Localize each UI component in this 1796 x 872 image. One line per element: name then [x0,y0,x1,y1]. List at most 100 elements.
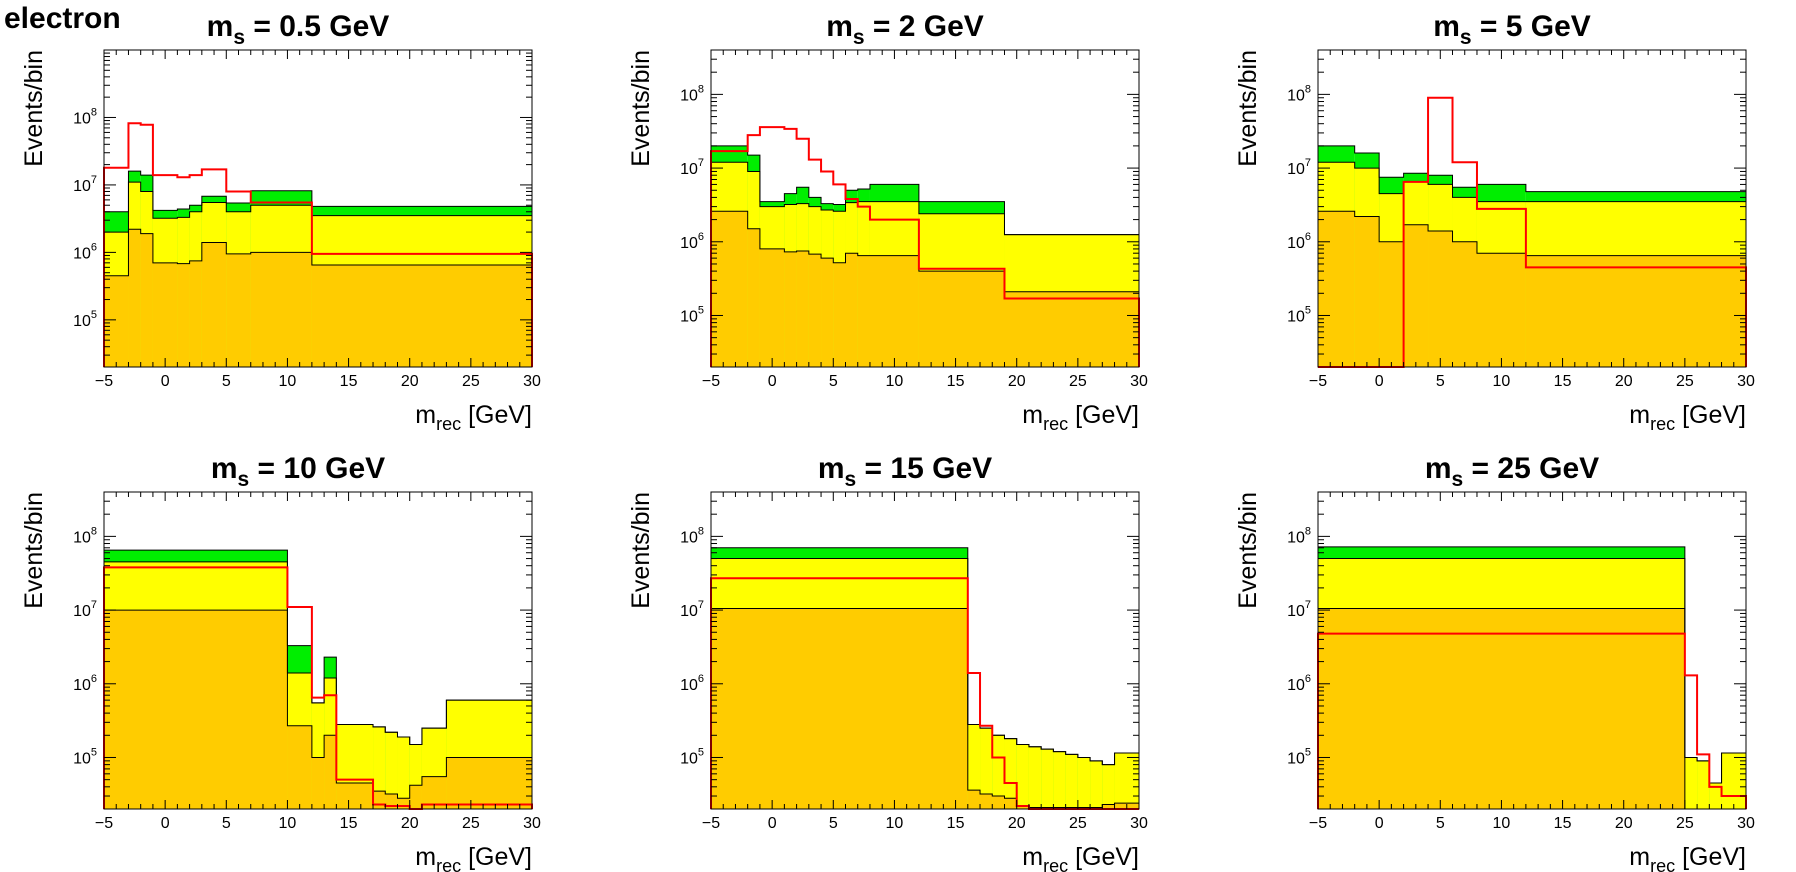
stack-bar [759,248,785,367]
y-tick-base: 10 [73,178,91,195]
x-axis-label: mrec [GeV] [1629,843,1746,872]
stack-bar [869,255,919,367]
y-tick-label: 105 [73,309,97,330]
y-tick-label: 107 [73,174,97,195]
x-tick-label: 5 [222,815,231,832]
y-axis-label: Events/bin [20,492,48,609]
panel-4: −5 0 5 10 15 20 25 30105106107108Events/binmrec… [20,452,541,872]
x-axis-label: mrec [GeV] [1629,401,1746,434]
title-rest: = 10 GeV [249,452,385,485]
x-label-main: m [1022,401,1043,429]
y-tick-label: 106 [1287,231,1311,252]
plot-frame [1317,491,1747,810]
stack-bar [1102,764,1115,809]
stack-layer-1 [104,229,532,367]
y-tick-base: 10 [1287,87,1305,104]
plot-frame [103,49,533,368]
x-tick-label: 20 [1008,815,1026,832]
stack-bar [324,735,337,809]
panel-title: ms = 0.5 GeV [207,10,390,49]
title-main: m [211,452,238,485]
stack-bar [177,263,190,367]
stack-bar [796,250,809,367]
stack-bar [201,242,227,367]
stack-outline-3 [711,547,1140,809]
x-label-main: m [1629,843,1650,871]
y-tick-base: 10 [1287,677,1305,694]
y-tick-exponent: 7 [91,599,97,611]
stack-bar [808,254,822,367]
y-tick-exponent: 5 [91,309,97,321]
x-tick-label: 25 [462,815,480,832]
stack-bar [918,271,1005,367]
stack-bar [104,275,129,367]
x-tick-label: 0 [768,815,777,832]
signal-line [710,126,1140,367]
stack-bar [967,724,981,809]
stack-bar [992,735,1005,809]
y-tick-exponent: 8 [698,83,704,95]
x-tick-label: 30 [1130,373,1148,390]
y-tick-exponent: 8 [698,525,704,537]
stack-bar [1697,760,1710,809]
title-sub: s [845,468,857,491]
y-tick-base: 10 [1287,308,1305,325]
y-tick-label: 106 [680,231,704,252]
x-tick-label: 20 [1615,373,1633,390]
x-axis-label: mrec [GeV] [1022,401,1139,434]
stack-bar [980,793,993,809]
stack-bar [1403,224,1429,367]
title-sub: s [233,26,245,49]
y-tick-label: 105 [1287,304,1311,325]
y-tick-base: 10 [73,245,91,262]
x-label-sub: rec [1043,414,1068,434]
stack-bar [1090,760,1103,809]
stack-bar [336,783,374,809]
x-tick-label: 25 [462,373,480,390]
y-tick-label: 108 [680,83,704,104]
x-axis: −5 0 5 10 15 20 25 30 [1309,492,1755,832]
stack-bar [226,253,251,367]
y-axis-label: Events/bin [627,50,655,167]
stack-bar [1004,291,1139,367]
y-tick-label: 108 [1287,525,1311,546]
y-tick-label: 105 [1287,746,1311,767]
y-tick-base: 10 [1287,235,1305,252]
panel-title: ms = 15 GeV [818,452,992,491]
y-tick-label: 107 [73,599,97,620]
x-axis-label: mrec [GeV] [415,843,532,872]
panel-title: ms = 5 GeV [1433,10,1591,49]
x-label-sub: rec [1650,414,1675,434]
panel-3: −5 0 5 10 15 20 25 30105106107108Events/binmrec… [1234,10,1755,434]
stack-bar [104,610,288,809]
y-tick-label: 108 [1287,83,1311,104]
y-tick-exponent: 6 [1305,673,1311,685]
panel-2: −5 0 5 10 15 20 25 30105106107108Events/binmrec… [627,10,1148,434]
x-label-main: m [415,401,436,429]
stack-bar [1065,754,1078,809]
x-tick-label: 15 [1554,373,1572,390]
y-tick-exponent: 7 [1305,157,1311,169]
y-tick-label: 107 [1287,599,1311,620]
stack-bar [385,732,398,809]
x-label-sub: rec [436,856,461,872]
title-main: m [1433,10,1460,43]
x-label-rest: [GeV] [461,401,532,429]
y-tick-label: 107 [680,599,704,620]
y-tick-base: 10 [680,529,698,546]
title-main: m [826,10,853,43]
stack-bar [1004,798,1017,809]
stack-bar [409,785,422,809]
x-label-rest: [GeV] [461,843,532,871]
stack-bar [857,255,870,367]
y-tick-base: 10 [73,677,91,694]
stack-bar [1318,608,1685,809]
y-tick-exponent: 7 [91,174,97,186]
title-sub: s [1452,468,1464,491]
y-tick-base: 10 [73,313,91,330]
y-tick-base: 10 [680,603,698,620]
stack-bar [711,608,968,809]
